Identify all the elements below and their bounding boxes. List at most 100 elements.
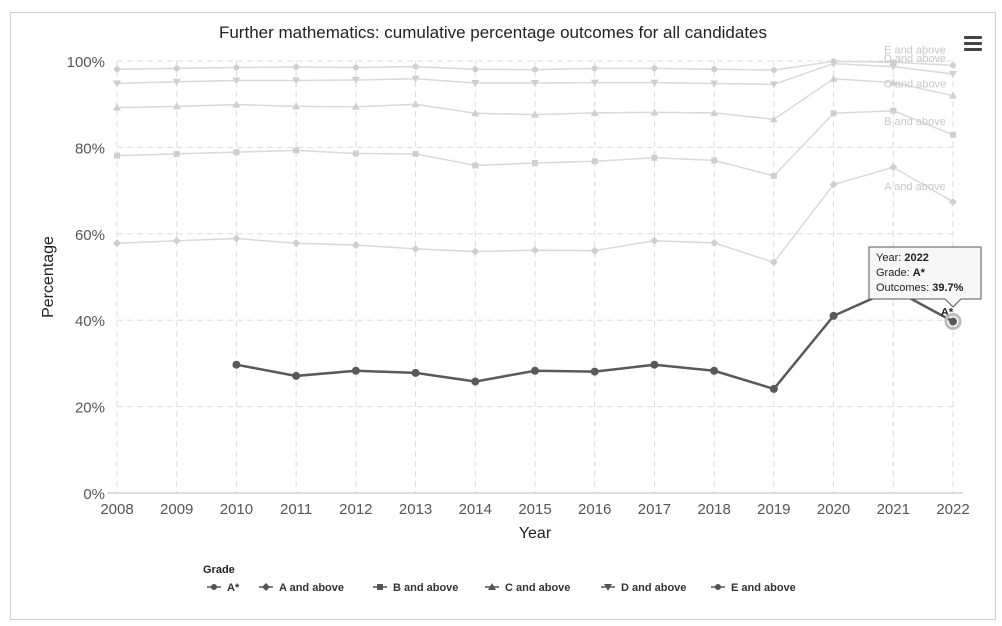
legend-label: D and above <box>621 582 686 594</box>
data-point <box>532 159 538 166</box>
legend-item[interactable]: C and above <box>485 582 570 594</box>
data-point <box>950 131 956 138</box>
data-point <box>590 79 599 87</box>
data-point <box>710 238 719 247</box>
data-point <box>412 63 419 70</box>
data-point <box>769 81 778 89</box>
data-point <box>769 384 778 393</box>
y-tick-label: 80% <box>75 140 105 157</box>
grid-lines <box>116 60 954 494</box>
series-end-label: E and above <box>884 44 946 56</box>
data-point <box>352 64 359 71</box>
data-point <box>591 158 598 165</box>
tooltip-grade: Grade: A* <box>876 267 926 279</box>
data-point <box>114 152 120 159</box>
data-point <box>890 107 897 114</box>
legend-item[interactable]: B and above <box>373 582 458 594</box>
x-tick-label: 2019 <box>757 501 790 518</box>
data-point <box>113 103 121 111</box>
y-tick-label: 100% <box>67 54 105 71</box>
data-point <box>293 64 300 71</box>
legend-item[interactable]: A and above <box>259 582 344 594</box>
x-tick-label: 2010 <box>220 501 253 518</box>
y-tick-label: 0% <box>83 486 105 503</box>
x-tick-label: 2015 <box>518 501 551 518</box>
data-point <box>949 197 957 206</box>
data-point <box>770 172 777 179</box>
data-point <box>949 91 957 99</box>
series-end-label: D and above <box>884 53 946 65</box>
legend-label: C and above <box>505 582 570 594</box>
data-point <box>650 236 659 245</box>
data-point <box>651 154 658 161</box>
data-point <box>411 100 420 108</box>
data-point <box>531 110 539 118</box>
x-tick-label: 2014 <box>459 501 492 518</box>
legend-label: A* <box>227 582 240 594</box>
data-point <box>650 79 659 87</box>
legend-marker <box>604 584 612 591</box>
data-point <box>411 368 420 377</box>
x-axis-label: Year <box>519 525 552 542</box>
series-b-and-above <box>114 107 956 179</box>
x-tick-label: 2022 <box>936 501 969 518</box>
data-point <box>471 377 480 386</box>
legend-marker <box>715 584 721 590</box>
series-end-label: C and above <box>884 79 946 91</box>
legend-title: Grade <box>203 564 235 576</box>
x-tick-label: 2020 <box>817 501 850 518</box>
data-point <box>233 149 240 156</box>
chart-container: Further mathematics: cumulative percenta… <box>10 12 996 620</box>
data-point <box>889 63 898 71</box>
data-point <box>590 108 599 116</box>
data-point <box>889 78 898 86</box>
data-point <box>113 80 121 88</box>
data-point <box>650 108 659 116</box>
data-point <box>471 247 480 256</box>
data-point <box>292 239 301 248</box>
tooltip: Year: 2022 Grade: A* Outcomes: 39.7% <box>868 246 982 308</box>
series-e-and-above <box>114 58 956 74</box>
hover-halo <box>944 312 962 330</box>
data-point <box>711 157 718 164</box>
chart-title: Further mathematics: cumulative percenta… <box>219 23 767 42</box>
data-point <box>292 77 301 85</box>
data-point <box>829 74 838 82</box>
legend-item[interactable]: E and above <box>711 582 796 594</box>
series-astar <box>232 285 957 393</box>
data-point <box>889 163 898 172</box>
data-point <box>232 360 241 369</box>
data-point <box>710 366 719 375</box>
data-point <box>351 77 360 85</box>
data-point <box>351 241 360 250</box>
x-tick-label: 2021 <box>877 501 910 518</box>
series-a-and-above <box>113 163 957 267</box>
data-point <box>531 80 539 88</box>
data-point <box>411 75 420 83</box>
data-point <box>172 78 181 86</box>
data-point <box>651 65 658 72</box>
y-tick-label: 60% <box>75 227 105 244</box>
x-tick-label: 2012 <box>339 501 372 518</box>
series-end-label: B and above <box>884 116 946 128</box>
x-tick-label: 2011 <box>280 501 312 518</box>
data-point <box>770 67 777 74</box>
x-tick-label: 2013 <box>399 501 432 518</box>
x-tick-label: 2017 <box>638 501 671 518</box>
data-point <box>471 80 480 88</box>
data-point <box>531 246 539 255</box>
data-point <box>531 366 539 375</box>
legend-label: E and above <box>731 582 796 594</box>
data-point <box>591 65 598 72</box>
data-point <box>411 244 420 253</box>
series-c-and-above <box>113 74 957 123</box>
legend-item[interactable]: A* <box>207 582 240 594</box>
x-tick-label: 2018 <box>697 501 730 518</box>
data-point <box>590 367 599 376</box>
legend-item[interactable]: D and above <box>601 582 686 594</box>
hamburger-menu-icon[interactable] <box>959 33 987 61</box>
data-point <box>769 258 778 267</box>
data-point <box>352 150 359 157</box>
y-tick-label: 20% <box>75 400 105 417</box>
data-point <box>292 102 301 110</box>
